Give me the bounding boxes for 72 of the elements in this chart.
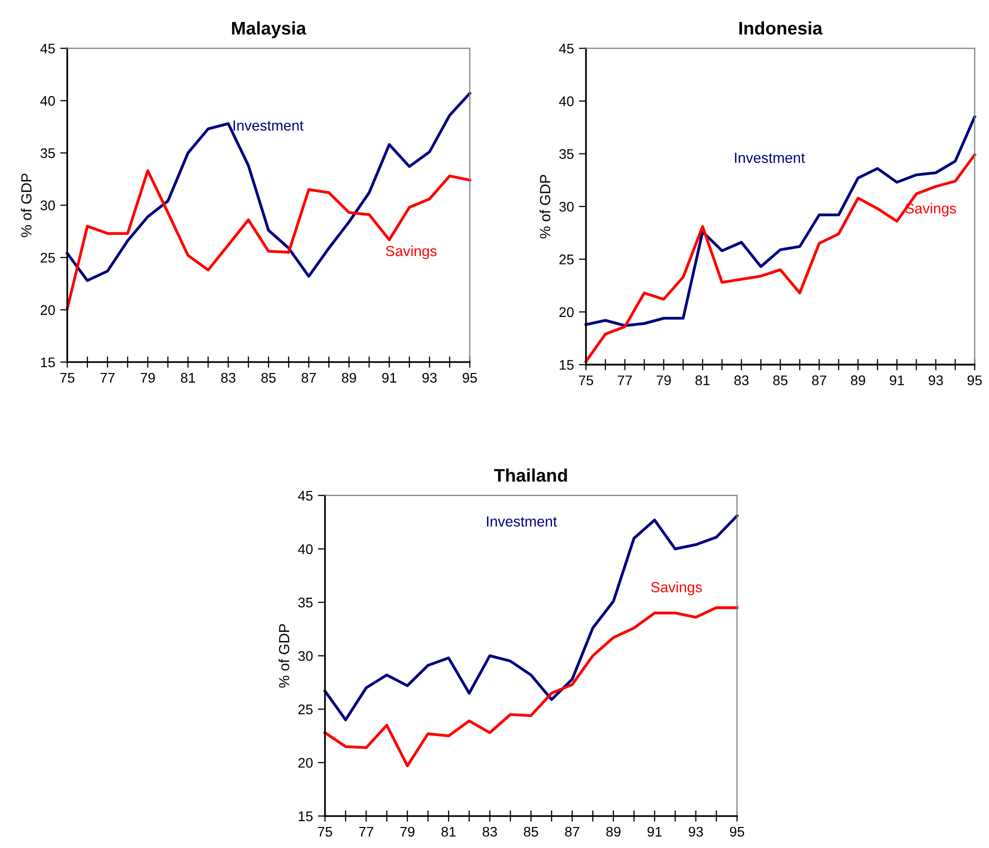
- series-label: Investment: [234, 120, 304, 131]
- y-tick-label: 40: [40, 96, 55, 106]
- x-tick-label: 93: [928, 375, 943, 386]
- x-tick-label: 89: [850, 375, 866, 386]
- x-tick-label: 95: [462, 372, 477, 383]
- y-tick-label: 15: [41, 358, 55, 368]
- y-tick-label: 30: [298, 651, 313, 661]
- y-tick-label: 45: [298, 490, 313, 501]
- y-tick-label: 45: [559, 44, 574, 54]
- y-tick-label: 20: [40, 305, 55, 315]
- series-label: Savings: [651, 582, 702, 596]
- y-tick-label: 15: [298, 812, 313, 822]
- x-tick-label: 79: [140, 372, 155, 383]
- y-tick-label: 40: [559, 96, 574, 106]
- text: Investment: [735, 152, 805, 163]
- y-tick-label: 20: [298, 758, 313, 768]
- x-tick-label: 81: [441, 826, 456, 837]
- x-tick-label: 81: [180, 372, 196, 383]
- x-tick-label: 83: [482, 826, 497, 837]
- y-axis-title: % of GDP: [20, 174, 32, 238]
- x-tick-label: 77: [618, 376, 632, 386]
- chart-title: Thailand: [494, 468, 567, 482]
- x-tick-label: 87: [302, 372, 316, 383]
- x-tick-label: 75: [578, 376, 594, 386]
- text: Investment: [487, 516, 557, 527]
- line-series: [66, 169, 472, 310]
- x-tick-label: 75: [318, 826, 332, 837]
- x-tick-label: 85: [524, 826, 538, 837]
- x-tick-label: 81: [695, 375, 710, 386]
- chart-title: Indonesia: [739, 21, 823, 35]
- chart-title: Malaysia: [232, 21, 306, 38]
- series-label: Savings: [905, 202, 956, 216]
- x-tick-label: 93: [688, 826, 703, 837]
- y-tick-label: 35: [40, 148, 55, 158]
- x-tick-label: 89: [606, 826, 620, 837]
- x-tick-label: 85: [773, 375, 788, 386]
- y-tick-label: 35: [559, 149, 574, 159]
- x-tick-label: 87: [565, 826, 580, 837]
- line-series: [324, 514, 738, 722]
- y-tick-label: 45: [40, 44, 55, 54]
- x-tick-label: 83: [734, 375, 749, 386]
- series-label: Savings: [386, 245, 437, 260]
- x-tick-label: 85: [261, 372, 276, 383]
- line-series: [584, 153, 976, 363]
- x-tick-label: 75: [60, 373, 74, 383]
- y-tick-label: 20: [559, 307, 574, 318]
- x-tick-label: 91: [382, 372, 396, 383]
- y-tick-label: 15: [560, 360, 574, 370]
- y-tick-label: 25: [298, 704, 313, 714]
- y-tick-label: 30: [40, 200, 55, 210]
- x-tick-label: 83: [221, 372, 236, 383]
- y-tick-label: 25: [559, 254, 574, 264]
- x-tick-label: 93: [422, 372, 437, 383]
- y-axis-title: % of GDP: [540, 174, 550, 238]
- line-series: [584, 115, 976, 328]
- y-tick-label: 25: [40, 252, 55, 263]
- x-tick-label: 79: [656, 375, 671, 386]
- x-tick-label: 89: [342, 372, 356, 383]
- x-tick-label: 77: [100, 373, 115, 383]
- x-tick-label: 91: [890, 375, 904, 386]
- x-tick-label: 95: [730, 826, 744, 837]
- y-tick-label: 35: [298, 598, 313, 608]
- x-tick-label: 95: [968, 375, 982, 386]
- line-series: [324, 606, 738, 768]
- x-tick-label: 79: [400, 826, 414, 837]
- y-tick-label: 40: [298, 544, 313, 554]
- y-tick-label: 30: [559, 202, 574, 212]
- y-axis-title: % of GDP: [278, 624, 290, 688]
- line-series: [66, 92, 472, 282]
- x-tick-label: 91: [648, 826, 662, 837]
- x-tick-label: 77: [359, 826, 374, 837]
- x-tick-label: 87: [812, 375, 826, 386]
